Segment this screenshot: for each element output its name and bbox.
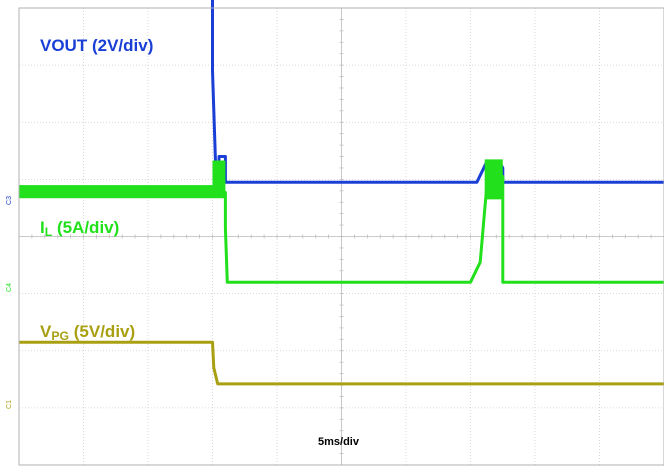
trace-c4 — [19, 175, 664, 284]
c1-marker: C1 — [6, 400, 13, 409]
vout-label-main: VOUT — [40, 36, 88, 55]
c4-marker: C4 — [6, 283, 13, 292]
trace-c1 — [19, 340, 664, 386]
il-label-scale: (5A/div) — [52, 218, 120, 237]
il-label-main: I — [40, 218, 45, 237]
vout-label-scale: (2V/div) — [87, 36, 154, 55]
il-label: IL (5A/div) — [40, 218, 119, 239]
timebase-label: 5ms/div — [318, 436, 359, 448]
c3-marker: C3 — [6, 196, 13, 205]
vpg-label-main: V — [40, 322, 52, 341]
vout-label: VOUT (2V/div) — [40, 36, 153, 56]
graticule — [18, 7, 664, 466]
il-label-sub: L — [44, 225, 53, 240]
vpg-label-scale: (5V/div) — [69, 322, 136, 341]
traces — [19, 0, 664, 386]
trace-noise-band-c4 — [484, 159, 503, 200]
vpg-label: VPG (5V/div) — [40, 322, 135, 343]
vpg-label-sub: PG — [51, 329, 70, 344]
trace-noise-band-c4 — [212, 160, 226, 199]
plot-border — [18, 7, 664, 466]
